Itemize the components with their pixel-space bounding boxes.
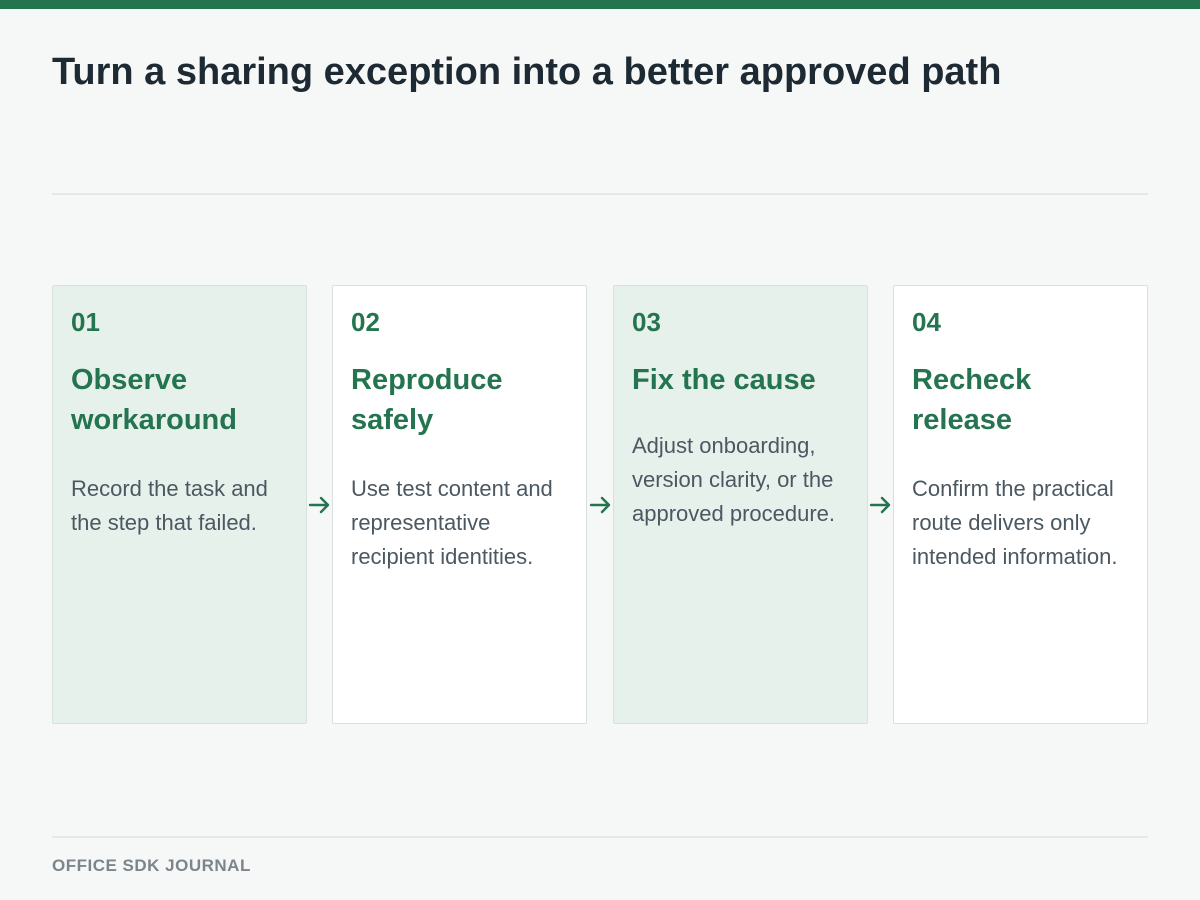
arrow-right-icon (589, 496, 611, 514)
top-accent-bar (0, 0, 1200, 9)
step-description: Confirm the practical route delivers onl… (912, 476, 1118, 569)
step-description: Adjust onboarding, version clarity, or t… (632, 433, 836, 526)
step-card-fix-the-cause: 03 Fix the cause Adjust onboarding, vers… (613, 285, 868, 724)
process-steps: 01 Observe workaround Record the task an… (52, 285, 1148, 724)
step-description: Record the task and the step that failed… (71, 476, 268, 535)
step-title: Reproduce safely (351, 364, 503, 436)
footer-divider (52, 836, 1148, 838)
step-title: Observe workaround (71, 364, 237, 436)
step-card-observe-workaround: 01 Observe workaround Record the task an… (52, 285, 307, 724)
title-divider (52, 193, 1148, 195)
step-title: Recheck release (912, 364, 1032, 436)
page-title: Turn a sharing exception into a better a… (52, 51, 1002, 93)
step-description: Use test content and representative reci… (351, 476, 553, 569)
arrow-right-icon (869, 496, 891, 514)
step-number: 02 (351, 307, 380, 337)
arrow-right-icon (308, 496, 330, 514)
step-number: 03 (632, 307, 661, 337)
footer-publication-label: OFFICE SDK JOURNAL (52, 856, 251, 875)
step-title: Fix the cause (632, 364, 816, 396)
step-card-recheck-release: 04 Recheck release Confirm the practical… (893, 285, 1148, 724)
step-card-reproduce-safely: 02 Reproduce safely Use test content and… (332, 285, 587, 724)
step-number: 01 (71, 307, 100, 337)
step-number: 04 (912, 307, 941, 337)
